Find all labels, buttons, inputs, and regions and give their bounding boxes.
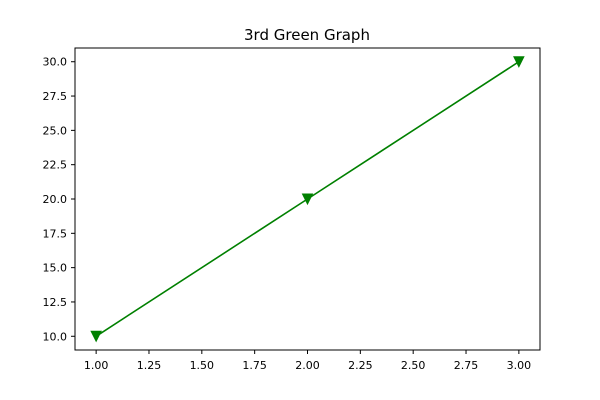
y-tick-label: 30.0 <box>43 56 68 69</box>
y-tick-label: 15.0 <box>43 262 68 275</box>
y-axis: 10.0 12.5 15.0 17.5 20.0 22.5 25.0 27.5 30.0 <box>43 56 75 343</box>
x-tick-label: 2.50 <box>401 359 426 372</box>
y-tick-label: 17.5 <box>43 227 68 240</box>
y-tick-label: 20.0 <box>43 193 68 206</box>
y-tick-label: 25.0 <box>43 124 68 137</box>
data-point-marker <box>513 56 525 68</box>
y-tick-label: 27.5 <box>43 90 68 103</box>
x-axis: 1.00 1.25 1.50 1.75 2.00 2.25 2.50 2.75 3.00 <box>84 350 531 372</box>
series-layer <box>90 56 525 343</box>
x-tick-label: 2.75 <box>454 359 479 372</box>
x-tick-label: 2.00 <box>295 359 320 372</box>
data-point-marker <box>301 193 314 206</box>
y-tick-label: 12.5 <box>43 296 68 309</box>
x-tick-label: 3.00 <box>507 359 532 372</box>
x-tick-label: 1.25 <box>137 359 162 372</box>
y-tick-label: 10.0 <box>43 330 68 343</box>
data-point-marker <box>90 330 102 343</box>
x-tick-label: 1.50 <box>190 359 215 372</box>
chart-title: 3rd Green Graph <box>244 26 370 44</box>
x-tick-label: 1.00 <box>84 359 109 372</box>
x-tick-label: 2.25 <box>348 359 373 372</box>
x-tick-label: 1.75 <box>242 359 267 372</box>
y-tick-label: 22.5 <box>43 159 68 172</box>
